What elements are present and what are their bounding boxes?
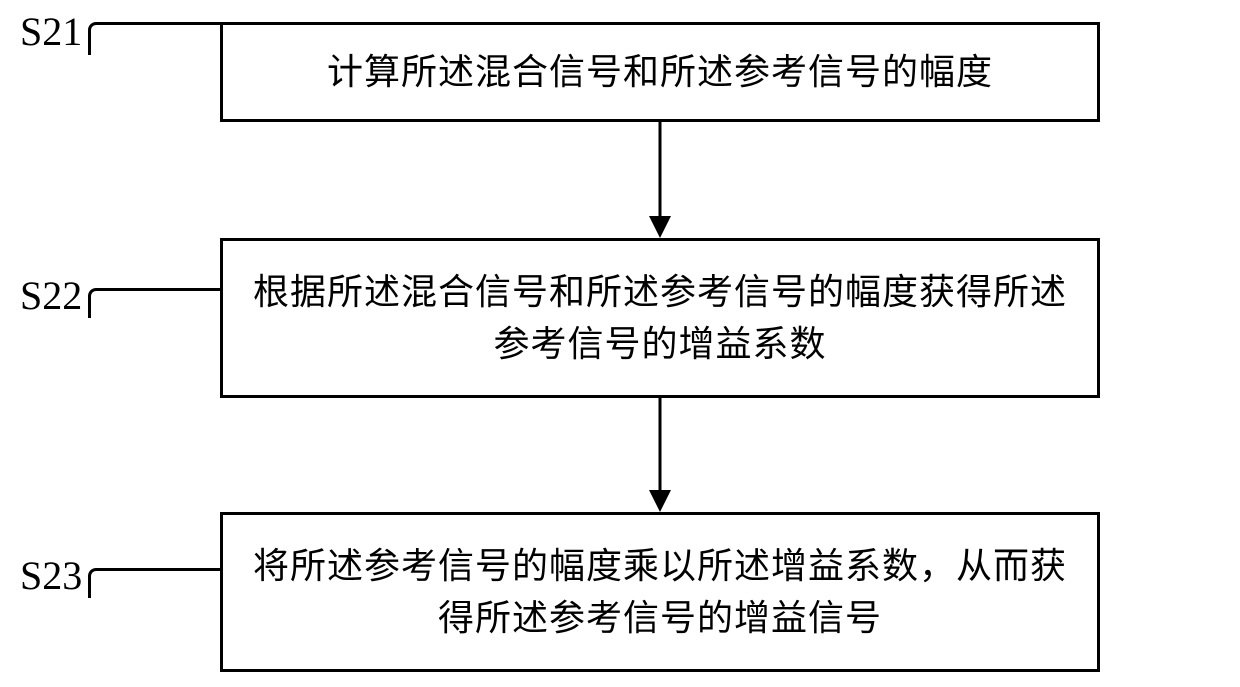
arrow-s21-s22 <box>640 122 680 238</box>
label-connector-s21 <box>88 22 220 55</box>
step-label-s21: S21 <box>20 8 82 55</box>
step-label-s22: S22 <box>20 272 82 319</box>
step-label-s23: S23 <box>20 552 82 599</box>
step-text-s23: 将所述参考信号的幅度乘以所述增益系数，从而获得所述参考信号的增益信号 <box>243 540 1077 644</box>
step-label-s21-text: S21 <box>20 9 82 54</box>
step-text-s22: 根据所述混合信号和所述参考信号的幅度获得所述参考信号的增益系数 <box>243 266 1077 370</box>
step-label-s23-text: S23 <box>20 553 82 598</box>
step-box-s21: 计算所述混合信号和所述参考信号的幅度 <box>220 22 1100 122</box>
step-label-s22-text: S22 <box>20 273 82 318</box>
flowchart-canvas: S21 计算所述混合信号和所述参考信号的幅度 S22 根据所述混合信号和所述参考… <box>0 0 1240 687</box>
step-box-s23: 将所述参考信号的幅度乘以所述增益系数，从而获得所述参考信号的增益信号 <box>220 512 1100 672</box>
label-connector-s23 <box>88 568 220 598</box>
label-connector-s22 <box>88 288 220 318</box>
arrow-s22-s23 <box>640 398 680 512</box>
step-text-s21: 计算所述混合信号和所述参考信号的幅度 <box>327 46 993 98</box>
step-box-s22: 根据所述混合信号和所述参考信号的幅度获得所述参考信号的增益系数 <box>220 238 1100 398</box>
